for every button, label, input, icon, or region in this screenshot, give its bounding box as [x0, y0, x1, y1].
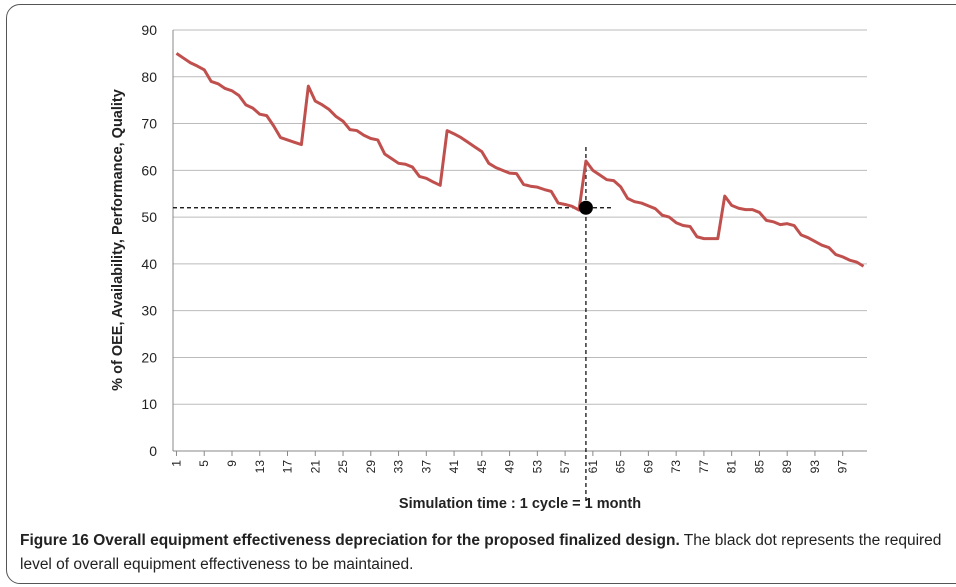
reference-point — [578, 200, 593, 215]
x-tick-label: 53 — [530, 460, 544, 474]
x-tick-label: 85 — [752, 460, 766, 474]
x-tick-label: 17 — [281, 460, 295, 474]
x-tick-label: 33 — [392, 460, 406, 474]
x-tick-label: 69 — [641, 460, 655, 474]
x-tick-label: 45 — [475, 460, 489, 474]
x-tick-label: 21 — [308, 460, 322, 474]
x-tick-label: 9 — [225, 460, 239, 467]
y-tick-label: 70 — [141, 116, 157, 132]
caption-text: The black dot represents the required le… — [20, 532, 942, 573]
y-tick-label: 20 — [141, 349, 157, 365]
x-tick-label: 65 — [614, 460, 628, 474]
x-tick-label: 49 — [503, 460, 517, 474]
y-tick-label: 30 — [141, 303, 157, 319]
x-tick-label: 13 — [253, 460, 267, 474]
chart: Simulation time : 1 cycle = 1 month % of… — [110, 22, 867, 512]
y-tick-label: 90 — [141, 22, 157, 38]
x-tick-label: 77 — [697, 460, 711, 474]
figure-frame — [6, 4, 956, 584]
x-tick-label: 41 — [447, 460, 461, 474]
y-tick-label: 10 — [141, 396, 157, 412]
x-tick-label: 73 — [669, 460, 683, 474]
x-tick-label: 25 — [336, 460, 350, 474]
y-tick-label: 40 — [141, 256, 157, 272]
x-tick-label: 29 — [364, 460, 378, 474]
x-tick-label: 93 — [808, 460, 822, 474]
x-tick-label: 57 — [558, 460, 572, 474]
x-tick-label: 1 — [169, 460, 183, 467]
x-axis-title: Simulation time : 1 cycle = 1 month — [399, 496, 641, 512]
y-tick-label: 80 — [141, 69, 157, 85]
x-tick-label: 97 — [836, 460, 850, 474]
y-tick-label: 50 — [141, 209, 157, 225]
y-axis-title: % of OEE, Availability, Performance, Qua… — [110, 89, 126, 391]
caption-title: Figure 16 Overall equipment effectivenes… — [20, 532, 680, 549]
caption: Figure 16 Overall equipment effectivenes… — [20, 529, 950, 577]
x-tick-label: 37 — [419, 460, 433, 474]
x-tick-label: 61 — [586, 460, 600, 474]
x-tick-label: 5 — [197, 460, 211, 467]
y-tick-label: 60 — [141, 162, 157, 178]
data-line — [175, 52, 865, 268]
x-tick-label: 81 — [725, 460, 739, 474]
x-tick-label: 89 — [780, 460, 794, 474]
y-tick-label: 0 — [149, 443, 157, 459]
